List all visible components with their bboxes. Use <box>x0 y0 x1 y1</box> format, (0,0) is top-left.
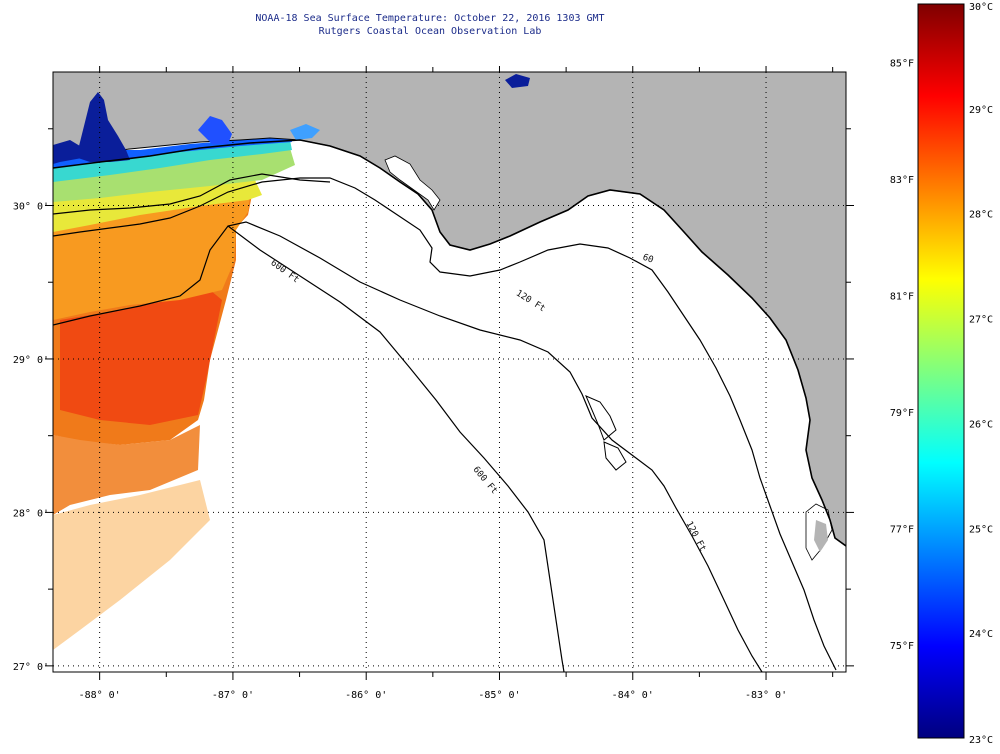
colorbar-c-label-3: 27°C <box>969 315 993 326</box>
lat-label-2: 28° 0' <box>13 508 49 519</box>
sst-data-layer <box>53 136 295 650</box>
lat-lon-grid <box>53 72 846 672</box>
inland-lake-sst <box>505 74 530 88</box>
lon-label-3: -85° 0' <box>478 690 520 701</box>
latitude-labels: 30° 0' 29° 0' 28° 0' 27° 0' <box>13 202 49 673</box>
colorbar-f-label-0: 85°F <box>890 58 914 69</box>
colorbar-c-label-2: 28°C <box>969 210 993 221</box>
mississippi-sound-sst <box>53 140 82 164</box>
lon-label-0: -88° 0' <box>79 690 121 701</box>
contour-60ft <box>53 177 837 671</box>
colorbar-fahrenheit-labels: 85°F83°F81°F79°F77°F75°F73°F <box>890 58 914 652</box>
lon-label-5: -83° 0' <box>745 690 787 701</box>
lat-label-3: 27° 0' <box>13 662 49 673</box>
colorbar-c-label-7: 23°C <box>969 735 993 746</box>
colorbar-c-label-4: 26°C <box>969 419 993 430</box>
sst-hot-core <box>60 290 222 425</box>
colorbar <box>917 3 965 739</box>
longitude-labels: -88° 0' -87° 0' -86° 0' -85° 0' -84° 0' -83° … <box>79 690 788 701</box>
sst-green-band <box>53 148 295 202</box>
shelf-edge-west <box>53 173 331 215</box>
lat-label-1: 29° 0' <box>13 355 49 366</box>
colorbar-c-label-5: 25°C <box>969 524 993 535</box>
colorbar-f-label-1: 83°F <box>890 175 914 186</box>
frame-ticks <box>45 66 854 680</box>
map-title: NOAA-18 Sea Surface Temperature: October… <box>255 13 605 24</box>
colorbar-c-label-6: 24°C <box>969 629 993 640</box>
pensacola-bay-sst <box>198 116 232 144</box>
plot-frame <box>52 71 847 673</box>
lon-label-1: -87° 0' <box>212 690 254 701</box>
colorbar-f-label-2: 81°F <box>890 291 914 302</box>
lat-label-0: 30° 0' <box>13 202 49 213</box>
sst-orange-band <box>53 195 250 320</box>
sst-yellow-band <box>53 180 262 232</box>
estuary-white <box>384 155 441 211</box>
colorbar-c-label-1: 29°C <box>969 105 993 116</box>
sst-sparse-south <box>53 480 210 650</box>
colorbar-f-label-4: 77°F <box>890 524 914 535</box>
lon-label-4: -84° 0' <box>612 690 654 701</box>
colorbar-f-label-5: 75°F <box>890 641 914 652</box>
contour-120ft <box>53 221 763 672</box>
colorbar-f-label-3: 79°F <box>890 408 914 419</box>
cedar-keys-islands <box>585 395 627 471</box>
contour-label-4: 60 <box>641 253 655 266</box>
colorbar-celsius-labels: 30°C 29°C 28°C 27°C 26°C 25°C 24°C 23°C <box>969 2 993 746</box>
colorbar-c-label-0: 30°C <box>969 2 993 13</box>
coastline <box>53 139 846 547</box>
tampa-bay-land <box>814 520 828 552</box>
lon-label-2: -86° 0' <box>345 690 387 701</box>
map-subtitle: Rutgers Coastal Ocean Observation Lab <box>318 26 542 37</box>
choctaw-bay-sst <box>290 124 320 140</box>
contour-600ft <box>227 225 565 672</box>
mobile-bay-sst <box>78 92 130 162</box>
sst-nearshore-cyan <box>53 140 292 182</box>
sst-scattered-south <box>53 425 200 515</box>
